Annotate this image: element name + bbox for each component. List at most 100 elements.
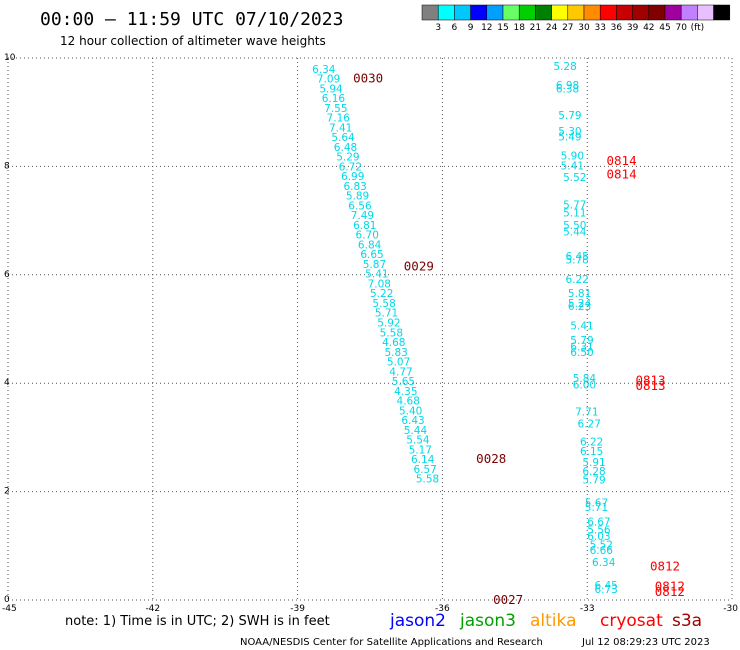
wave-height-label: 6.65 (360, 249, 383, 261)
wave-height-label: 7.16 (327, 113, 351, 125)
wave-height-label: 5.58 (372, 298, 395, 310)
wave-height-label: 5.65 (392, 376, 415, 388)
footer-credit: NOAA/NESDIS Center for Satellite Applica… (240, 637, 543, 648)
x-tick-label: -36 (435, 604, 450, 614)
wave-height-label: 5.89 (346, 191, 369, 203)
wave-height-label: 6.43 (401, 415, 424, 427)
wave-height-label: 6.22 (580, 437, 603, 449)
wave-height-label: 5.64 (331, 132, 355, 144)
footer-timestamp: Jul 12 08:29:23 UTC 2023 (581, 637, 710, 648)
axis-ticks: -45 -42 -39 -36 -33 -30 0 2 4 6 8 10 (2, 53, 738, 614)
pass-time-label: 0027 (493, 592, 523, 607)
wave-height-label: 5.49 (558, 132, 581, 144)
pass-time-label: 0030 (353, 71, 383, 86)
wave-height-label: 5.07 (387, 357, 410, 369)
wave-height-label: 5.44 (563, 226, 587, 238)
colorbar-swatch (680, 4, 698, 21)
wave-height-label: 5.56 (587, 525, 611, 537)
wave-height-label: 5.30 (558, 126, 581, 138)
wave-height-label: 5.71 (375, 308, 398, 320)
wave-height-label: 5.77 (563, 199, 586, 211)
colorbar-label: 18 (513, 23, 525, 33)
wave-height-label: 5.79 (570, 335, 593, 347)
wave-height-label: 6.14 (411, 454, 435, 466)
wave-height-label: 5.41 (561, 160, 584, 172)
wave-height-label: 6.45 (565, 251, 588, 263)
wave-height-label: 6.31 (570, 341, 593, 353)
wave-height-label: 6.66 (590, 545, 614, 557)
colorbar-swatch (437, 4, 455, 21)
legend-altika: altika (530, 611, 577, 631)
wave-height-label: 5.28 (553, 61, 576, 73)
pass-time-label: 0814 (607, 153, 637, 168)
wave-height-label: 6.56 (348, 200, 372, 212)
colorbar-swatch (648, 4, 666, 21)
colorbar-label: 27 (562, 23, 573, 33)
wave-height-label: 6.73 (594, 584, 617, 596)
wave-height-label: 5.91 (582, 457, 605, 469)
colorbar-label: 39 (627, 23, 639, 33)
colorbar-swatch (616, 4, 633, 21)
legend-s3a: s3a (672, 611, 702, 631)
wave-height-label: 4.35 (394, 386, 417, 398)
wave-height-label: 7.41 (329, 122, 352, 134)
wave-height-label: 6.81 (353, 220, 376, 232)
wave-height-label: 4.68 (397, 396, 420, 408)
wave-height-label: 5.81 (568, 288, 591, 300)
wave-height-label: 7.49 (351, 210, 374, 222)
pass-time-label: 0812 (650, 558, 680, 573)
y-tick-label: 2 (4, 487, 10, 497)
colorbar-swatch (486, 4, 504, 21)
wave-height-label: 6.03 (587, 531, 610, 543)
wave-height-label: 6.28 (582, 466, 605, 478)
wave-height-label: 6.27 (578, 418, 601, 430)
y-tick-label: 4 (4, 378, 10, 388)
pass-time-label: 0812 (655, 578, 685, 593)
colorbar-legend: 3 6 9 12 15 18 21 24 27 30 33 36 39 42 45 70 (ft) (421, 4, 731, 33)
y-tick-label: 6 (4, 270, 10, 280)
x-tick-label: -33 (580, 604, 595, 614)
plot-grid (7, 57, 733, 601)
colorbar-swatch (551, 4, 569, 21)
colorbar-swatch (583, 4, 601, 21)
pass-time-label: 0029 (404, 259, 434, 274)
colorbar-label: 36 (611, 23, 623, 33)
wave-height-label: 6.70 (356, 230, 379, 242)
colorbar-label: 6 (452, 23, 458, 33)
wave-height-label: 5.11 (563, 207, 586, 219)
wave-height-label: 5.92 (377, 317, 400, 329)
wave-height-label: 7.09 (317, 74, 340, 86)
chart-title: 00:00 – 11:59 UTC 07/10/2023 (40, 9, 343, 30)
wave-height-label: 5.50 (563, 220, 586, 232)
colorbar-swatch (599, 4, 617, 21)
y-tick-label: 10 (4, 53, 16, 63)
colorbar-label: 21 (530, 23, 541, 33)
wave-height-label: 6.16 (322, 93, 346, 105)
colorbar-label: 12 (481, 23, 492, 33)
wave-height-label: 5.83 (384, 347, 407, 359)
wave-height-label: 5.58 (416, 474, 439, 486)
wave-height-label: 6.84 (358, 239, 382, 251)
wave-height-label: 5.52 (590, 540, 613, 552)
chart-subtitle: 12 hour collection of altimeter wave hei… (60, 34, 326, 48)
pass-time-label: 0814 (607, 167, 637, 182)
wave-height-label: 6.00 (573, 379, 596, 391)
wave-height-label: 5.40 (399, 405, 422, 417)
wave-height-label: 5.54 (406, 435, 430, 447)
wave-height-label: 5.24 (568, 298, 592, 310)
wave-height-label: 6.34 (312, 64, 336, 76)
wave-height-label: 5.22 (370, 288, 393, 300)
wave-height-label: 5.79 (558, 110, 581, 122)
pass-time-label: 0813 (635, 378, 665, 393)
colorbar-label: 33 (594, 23, 605, 33)
footer-note: note: 1) Time is in UTC; 2) SWH is in fe… (65, 614, 330, 629)
wave-height-label: 6.98 (556, 80, 579, 92)
pass-time-label: 0028 (476, 451, 506, 466)
colorbar-swatch (421, 4, 439, 21)
y-tick-label: 8 (4, 161, 10, 171)
colorbar-swatch (664, 4, 682, 21)
wave-height-label: 7.55 (324, 103, 347, 115)
colorbar-label: (ft) (691, 23, 705, 33)
legend-jason2: jason2 (389, 611, 446, 631)
